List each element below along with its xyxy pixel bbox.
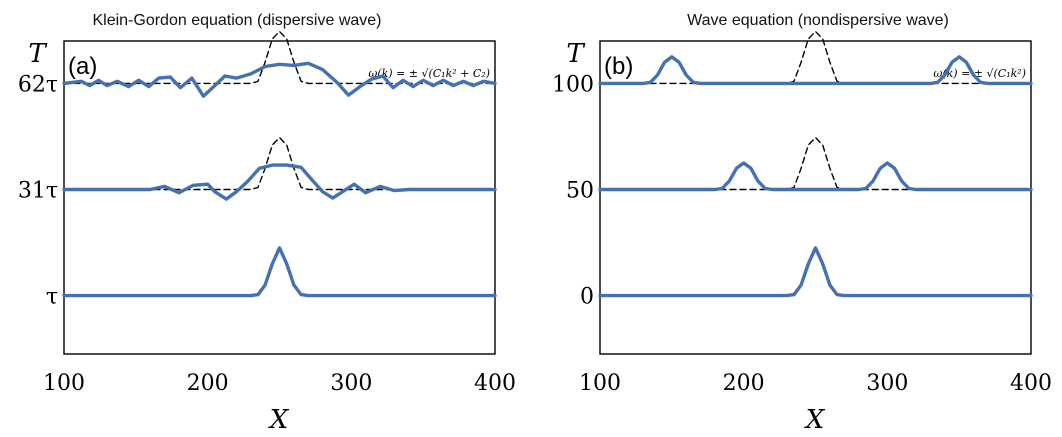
panel-b-y-tick-label: 50: [566, 179, 594, 204]
panel-b-x-tick-label: 400: [1010, 371, 1052, 396]
panel-b-y-axis-title: T: [566, 39, 585, 69]
panel-b-solid-series-line: [598, 55, 1033, 86]
panel-a-label: (a): [68, 53, 97, 80]
panel-b-y-tick-label: 0: [580, 285, 594, 310]
panel-b-formula: ω(k) = ± √(C₁k²): [933, 67, 1026, 80]
panel-b-x-tick-label: 200: [723, 371, 765, 396]
panel-b-lines: [598, 30, 1033, 298]
panel-b-frame: [599, 40, 1032, 355]
panel-a-formula: ω(k) = ± √(C₁k² + C₂): [368, 67, 490, 80]
panel-a-y-tick-label: 31τ: [18, 179, 58, 204]
panel-a-x-tick-label: 300: [330, 371, 372, 396]
panel-b-label: (b): [604, 53, 633, 80]
panel-a-x-axis-title: X: [268, 405, 290, 435]
panel-a-x-tick-label: 100: [43, 371, 85, 396]
panel-a-dashed-series-line: [63, 30, 496, 85]
panel-a-x-tick-label: 200: [187, 371, 229, 396]
panel-b-solid-series-line: [598, 246, 1033, 298]
panel-b-x-tick-label: 300: [866, 371, 908, 396]
panel-b-x-axis-title: X: [804, 405, 826, 435]
panel-a-solid-series-line: [62, 163, 497, 201]
panel-a-frame: [63, 40, 496, 355]
panel-a-lines: [62, 30, 497, 298]
panel-b: Wave equation (nondispersive wave) (b) ω…: [552, 12, 1052, 435]
panel-a: Klein-Gordon equation (dispersive wave) …: [18, 12, 516, 435]
panel-b-title: Wave equation (nondispersive wave): [687, 12, 949, 29]
panel-a-ticks: 100 200 300 400 τ 31τ 62τ: [18, 72, 516, 396]
panel-a-dashed-series-line: [63, 136, 496, 191]
panel-a-solid-series-line: [62, 61, 497, 98]
panel-a-x-tick-label: 400: [474, 371, 516, 396]
panel-b-ticks: 100 200 300 400 0 50 100: [552, 72, 1052, 396]
panel-b-dashed-series-line: [599, 136, 1032, 191]
panel-a-title: Klein-Gordon equation (dispersive wave): [92, 12, 381, 29]
panel-a-y-axis-title: T: [28, 39, 47, 69]
panel-b-solid-series-line: [598, 161, 1033, 192]
panel-b-y-tick-label: 100: [552, 72, 594, 97]
panel-a-y-tick-label: τ: [46, 285, 58, 310]
panel-a-solid-series-line: [62, 246, 497, 298]
panel-a-y-tick-label: 62τ: [18, 72, 58, 97]
panel-b-x-tick-label: 100: [579, 371, 621, 396]
